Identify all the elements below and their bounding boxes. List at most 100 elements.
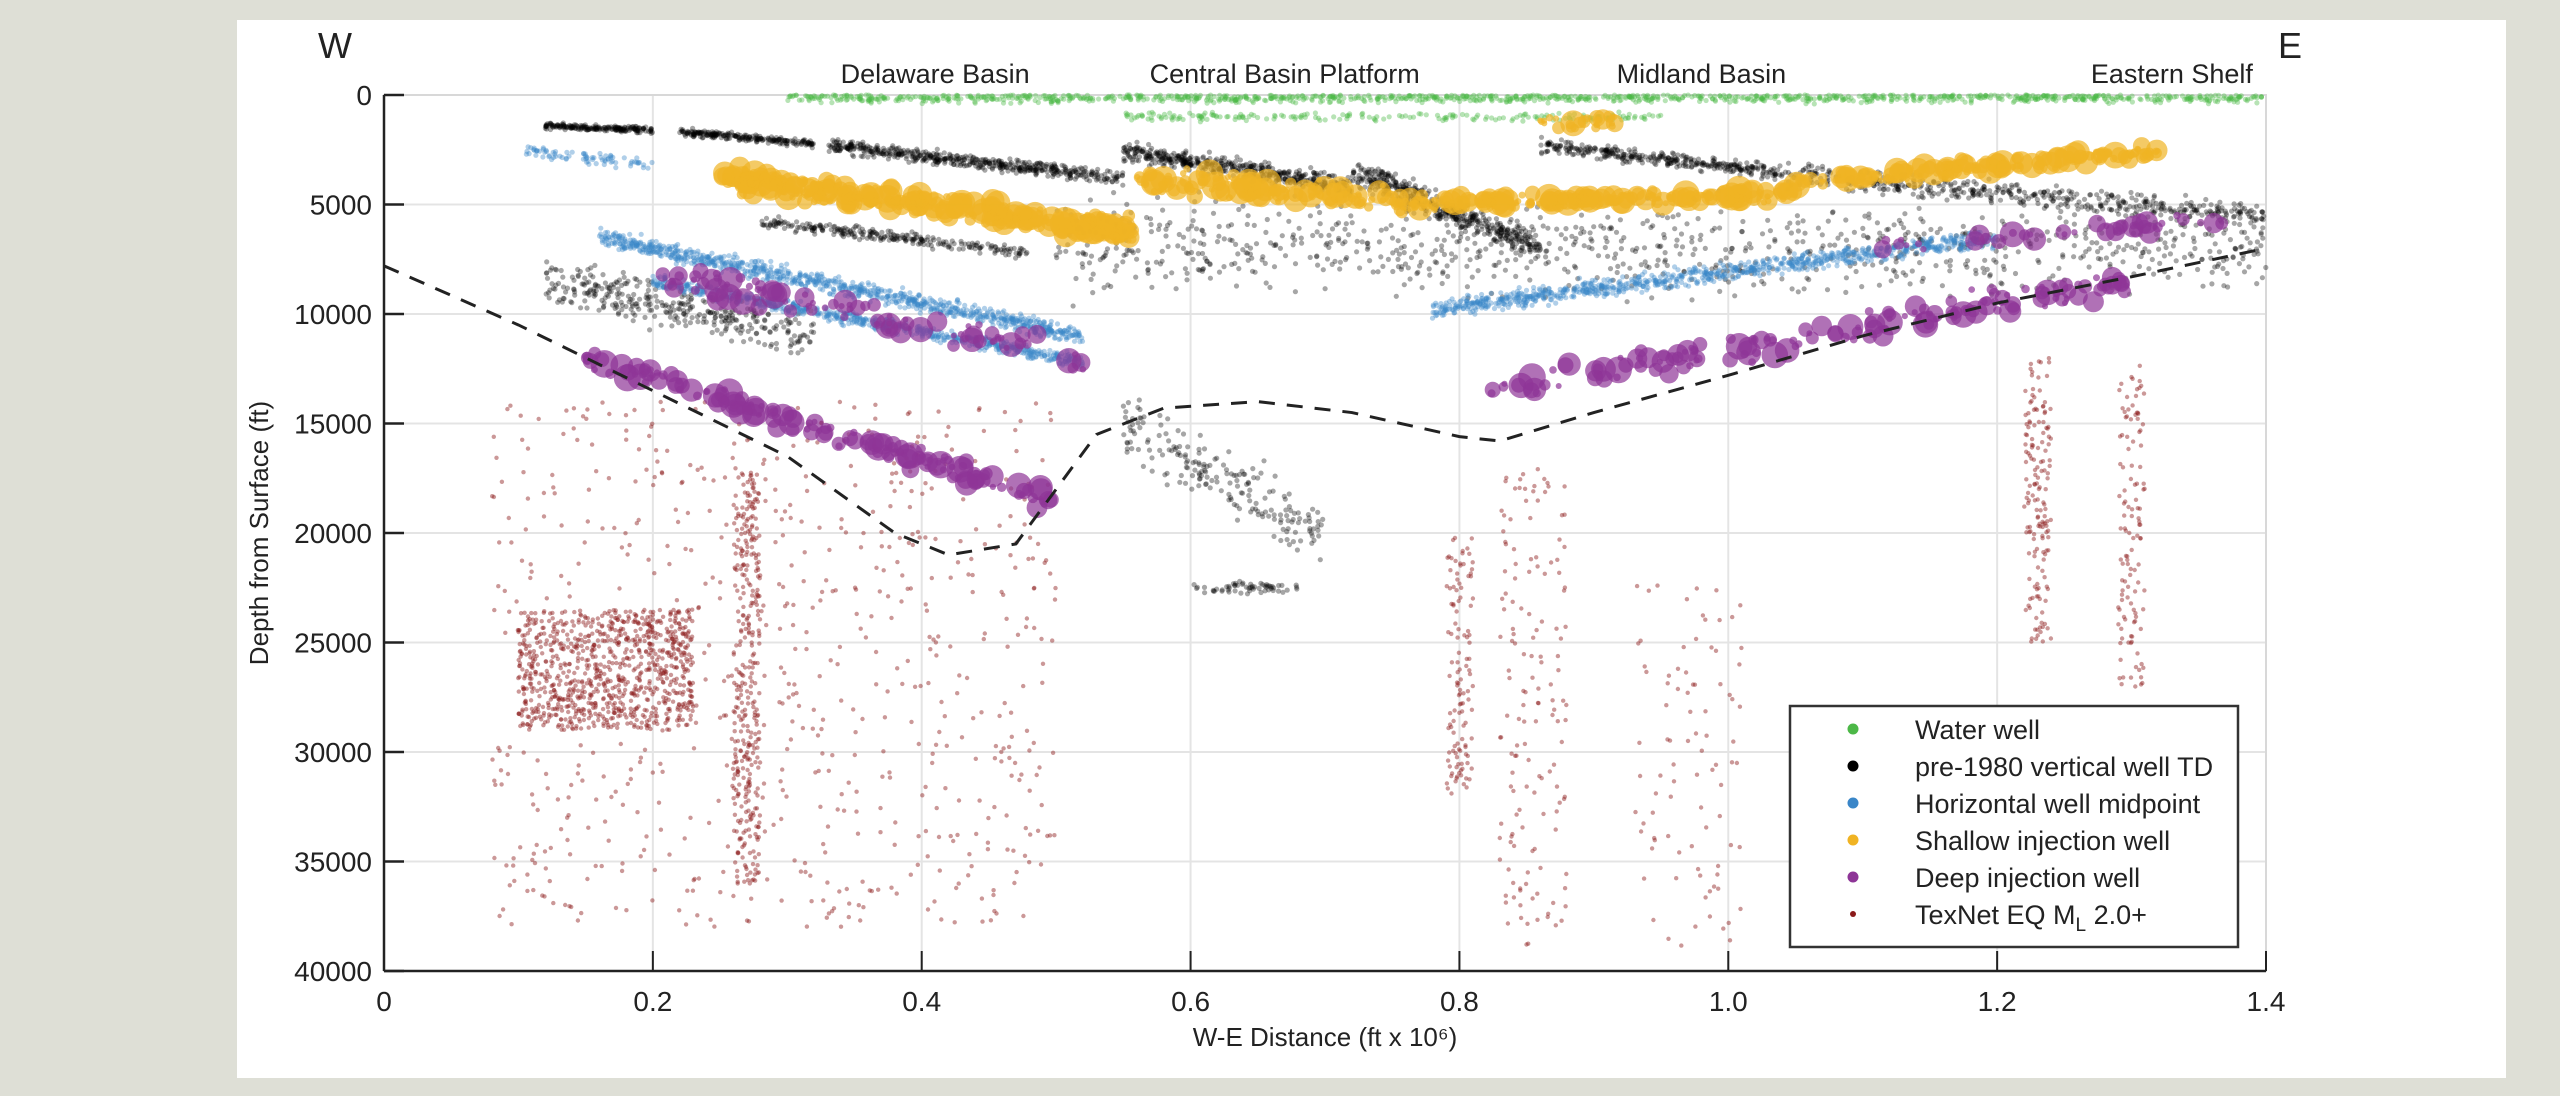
data-point <box>1448 568 1453 573</box>
data-point <box>2023 432 2029 437</box>
data-point <box>958 539 963 544</box>
data-point <box>1457 687 1463 693</box>
data-point <box>799 519 804 524</box>
data-point <box>1296 171 1302 177</box>
data-point <box>673 680 679 686</box>
data-point <box>778 136 785 142</box>
data-point <box>1568 145 1574 151</box>
data-point <box>934 146 940 152</box>
data-point <box>744 689 750 694</box>
data-point <box>757 736 762 742</box>
data-point <box>670 645 675 650</box>
data-point <box>774 456 780 461</box>
data-point <box>755 612 761 618</box>
data-point <box>578 694 583 699</box>
data-point <box>898 480 904 485</box>
data-point <box>601 696 606 702</box>
data-point <box>1497 857 1503 862</box>
data-point <box>2027 529 2032 535</box>
data-point <box>659 676 664 682</box>
data-point <box>680 479 685 485</box>
data-point <box>498 768 504 773</box>
data-point <box>2119 381 2124 386</box>
data-point <box>794 690 799 696</box>
data-point <box>905 658 910 664</box>
data-point <box>917 535 922 540</box>
data-point <box>684 645 689 651</box>
data-point <box>654 620 659 625</box>
data-point <box>494 455 499 460</box>
data-point <box>870 509 876 514</box>
data-point <box>518 648 523 654</box>
data-point <box>2118 526 2123 531</box>
data-point <box>593 662 598 667</box>
data-point <box>586 487 592 492</box>
data-point <box>1458 768 1464 773</box>
data-point <box>645 723 650 728</box>
data-point <box>674 637 679 642</box>
data-point <box>809 899 814 904</box>
data-point <box>1148 161 1155 167</box>
data-point <box>773 540 778 545</box>
data-point <box>682 669 687 675</box>
data-point <box>747 834 753 839</box>
data-point <box>1040 661 1046 666</box>
data-point <box>874 565 879 570</box>
data-point <box>2032 554 2037 559</box>
data-point <box>2142 486 2147 491</box>
data-point <box>1518 903 1523 908</box>
data-point <box>713 132 720 138</box>
data-point <box>711 478 716 483</box>
data-point <box>1653 791 1659 796</box>
data-point <box>1465 546 1470 551</box>
data-point <box>2141 481 2146 486</box>
data-point <box>647 623 652 628</box>
data-point <box>595 666 600 671</box>
data-point <box>741 591 746 596</box>
data-point <box>1468 574 1474 579</box>
data-point <box>1008 710 1014 715</box>
data-point <box>979 896 985 901</box>
data-point <box>588 681 593 686</box>
data-point <box>948 160 954 166</box>
data-point <box>565 837 570 843</box>
data-point <box>742 665 748 670</box>
data-point <box>642 747 648 752</box>
data-point <box>741 621 746 627</box>
data-point <box>1433 187 1439 193</box>
data-point <box>652 474 657 480</box>
data-point <box>790 692 796 697</box>
data-point <box>538 644 543 650</box>
data-point <box>1467 551 1472 556</box>
data-point <box>1674 876 1679 881</box>
data-point <box>522 673 528 679</box>
data-point <box>721 713 727 718</box>
data-point <box>1554 626 1559 631</box>
data-point <box>1052 597 1058 602</box>
data-point <box>1703 617 1708 622</box>
data-point <box>2027 605 2033 611</box>
data-point <box>951 838 956 844</box>
data-point <box>749 679 755 684</box>
data-point <box>2130 439 2136 444</box>
data-point <box>831 906 837 911</box>
data-point <box>882 715 888 720</box>
data-point <box>736 619 741 624</box>
data-point <box>2123 415 2128 420</box>
data-point <box>1637 773 1643 779</box>
data-point <box>855 831 861 836</box>
data-point <box>997 523 1002 528</box>
data-point <box>1715 863 1721 869</box>
data-point <box>2033 406 2038 411</box>
data-point <box>638 755 644 760</box>
data-point <box>589 701 594 706</box>
data-point <box>1698 873 1703 878</box>
data-point <box>851 707 856 712</box>
data-point <box>569 679 575 684</box>
data-point <box>539 619 544 624</box>
data-point <box>576 651 581 656</box>
data-point <box>839 525 844 531</box>
data-point <box>1542 571 1548 576</box>
data-point <box>2126 504 2131 510</box>
data-point <box>935 159 941 166</box>
